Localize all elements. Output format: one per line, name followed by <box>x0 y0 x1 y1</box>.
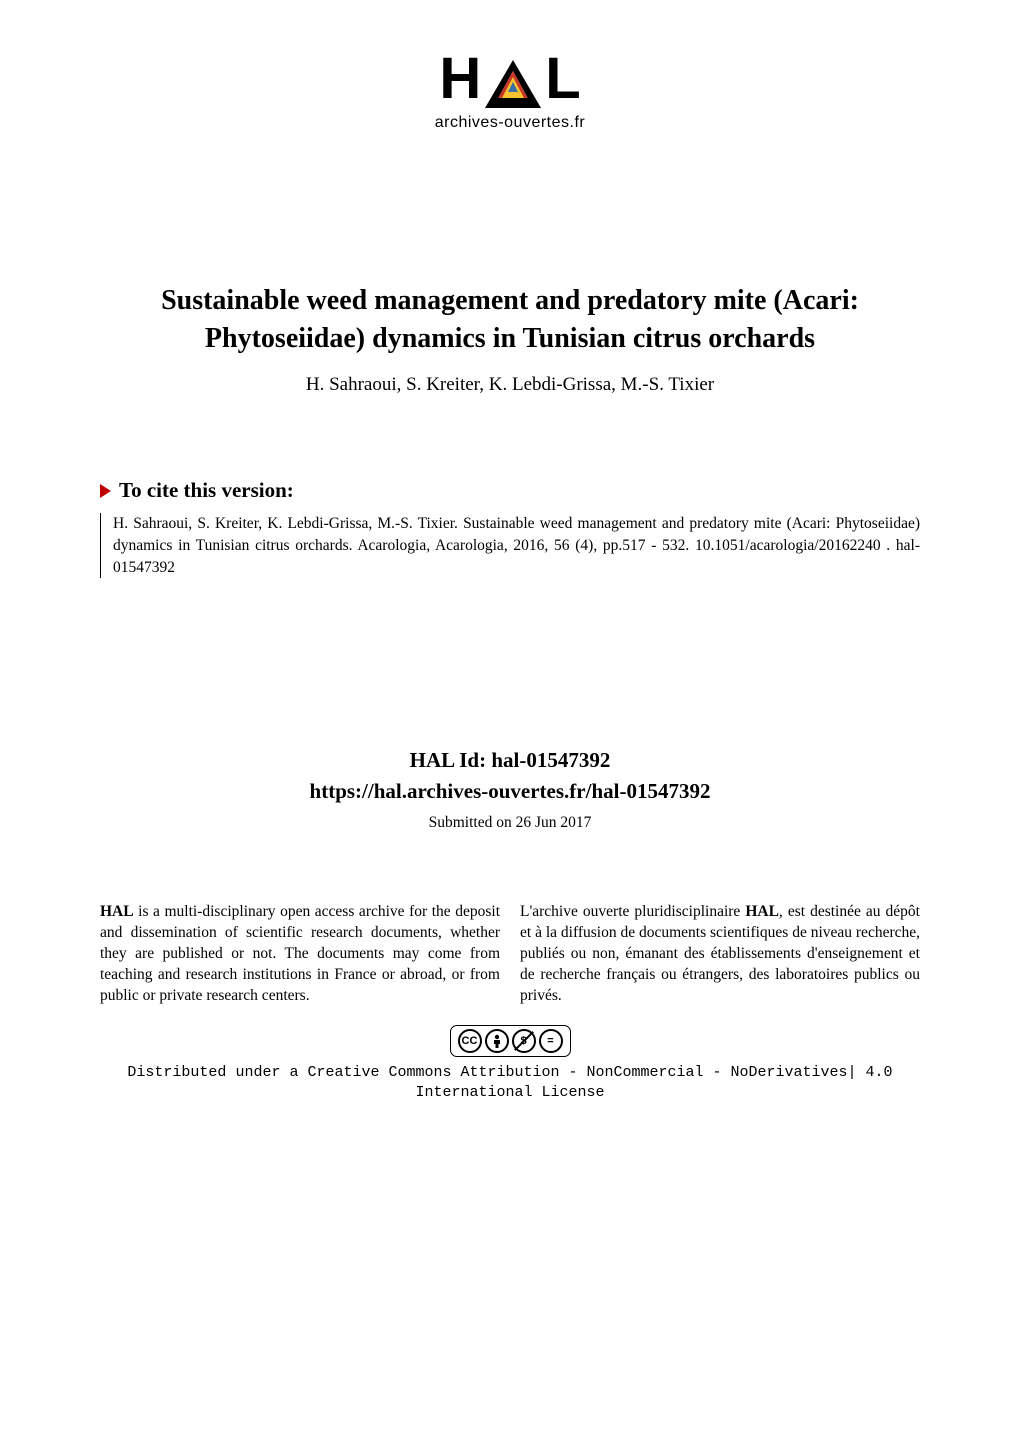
abstract-right-bold: HAL <box>745 903 779 920</box>
hal-logo-container: H L archives-ouvertes.fr <box>0 0 1020 162</box>
cc-nc-icon: $ <box>512 1029 536 1053</box>
cc-by-icon <box>485 1029 509 1053</box>
license-text: Distributed under a Creative Commons Att… <box>0 1057 1020 1104</box>
cite-body: H. Sahraoui, S. Kreiter, K. Lebdi-Grissa… <box>100 513 920 578</box>
logo-subtitle: archives-ouvertes.fr <box>435 114 586 132</box>
paper-authors: H. Sahraoui, S. Kreiter, K. Lebdi-Grissa… <box>90 372 930 399</box>
cite-title: To cite this version: <box>119 478 294 503</box>
logo-letter-l: L <box>545 50 580 108</box>
license-prefix: Distributed under a Creative Commons <box>127 1064 460 1081</box>
logo-letter-h: H <box>439 50 481 108</box>
cite-section: To cite this version: H. Sahraoui, S. Kr… <box>0 418 1020 578</box>
cc-nd-icon: = <box>539 1029 563 1053</box>
hal-id-block: HAL Id: hal-01547392 https://hal.archive… <box>0 578 1020 832</box>
cc-license-row: CC $ = <box>0 1007 1020 1057</box>
paper-title: Sustainable weed management and predator… <box>90 282 930 358</box>
license-link[interactable]: Attribution - NonCommercial - NoDerivati… <box>415 1064 892 1101</box>
hal-logo-graphic: H L <box>439 50 580 108</box>
abstract-left-text: is a multi-disciplinary open access arch… <box>100 903 500 1004</box>
abstract-right: L'archive ouverte pluridisciplinaire HAL… <box>520 902 920 1007</box>
abstract-columns: HAL is a multi-disciplinary open access … <box>0 832 1020 1007</box>
cc-badge-icon: CC $ = <box>450 1025 571 1057</box>
logo-letter-a-icon <box>485 60 541 108</box>
hal-logo: H L archives-ouvertes.fr <box>435 50 586 132</box>
cc-cc-icon: CC <box>458 1029 482 1053</box>
triangle-right-icon <box>100 484 111 498</box>
hal-url[interactable]: https://hal.archives-ouvertes.fr/hal-015… <box>0 779 1020 804</box>
submitted-date: Submitted on 26 Jun 2017 <box>0 814 1020 832</box>
abstract-left-bold: HAL <box>100 903 134 920</box>
title-block: Sustainable weed management and predator… <box>0 162 1020 418</box>
abstract-left: HAL is a multi-disciplinary open access … <box>100 902 500 1007</box>
abstract-right-prefix: L'archive ouverte pluridisciplinaire <box>520 903 745 920</box>
hal-id: HAL Id: hal-01547392 <box>0 748 1020 773</box>
cite-header: To cite this version: <box>100 478 920 503</box>
